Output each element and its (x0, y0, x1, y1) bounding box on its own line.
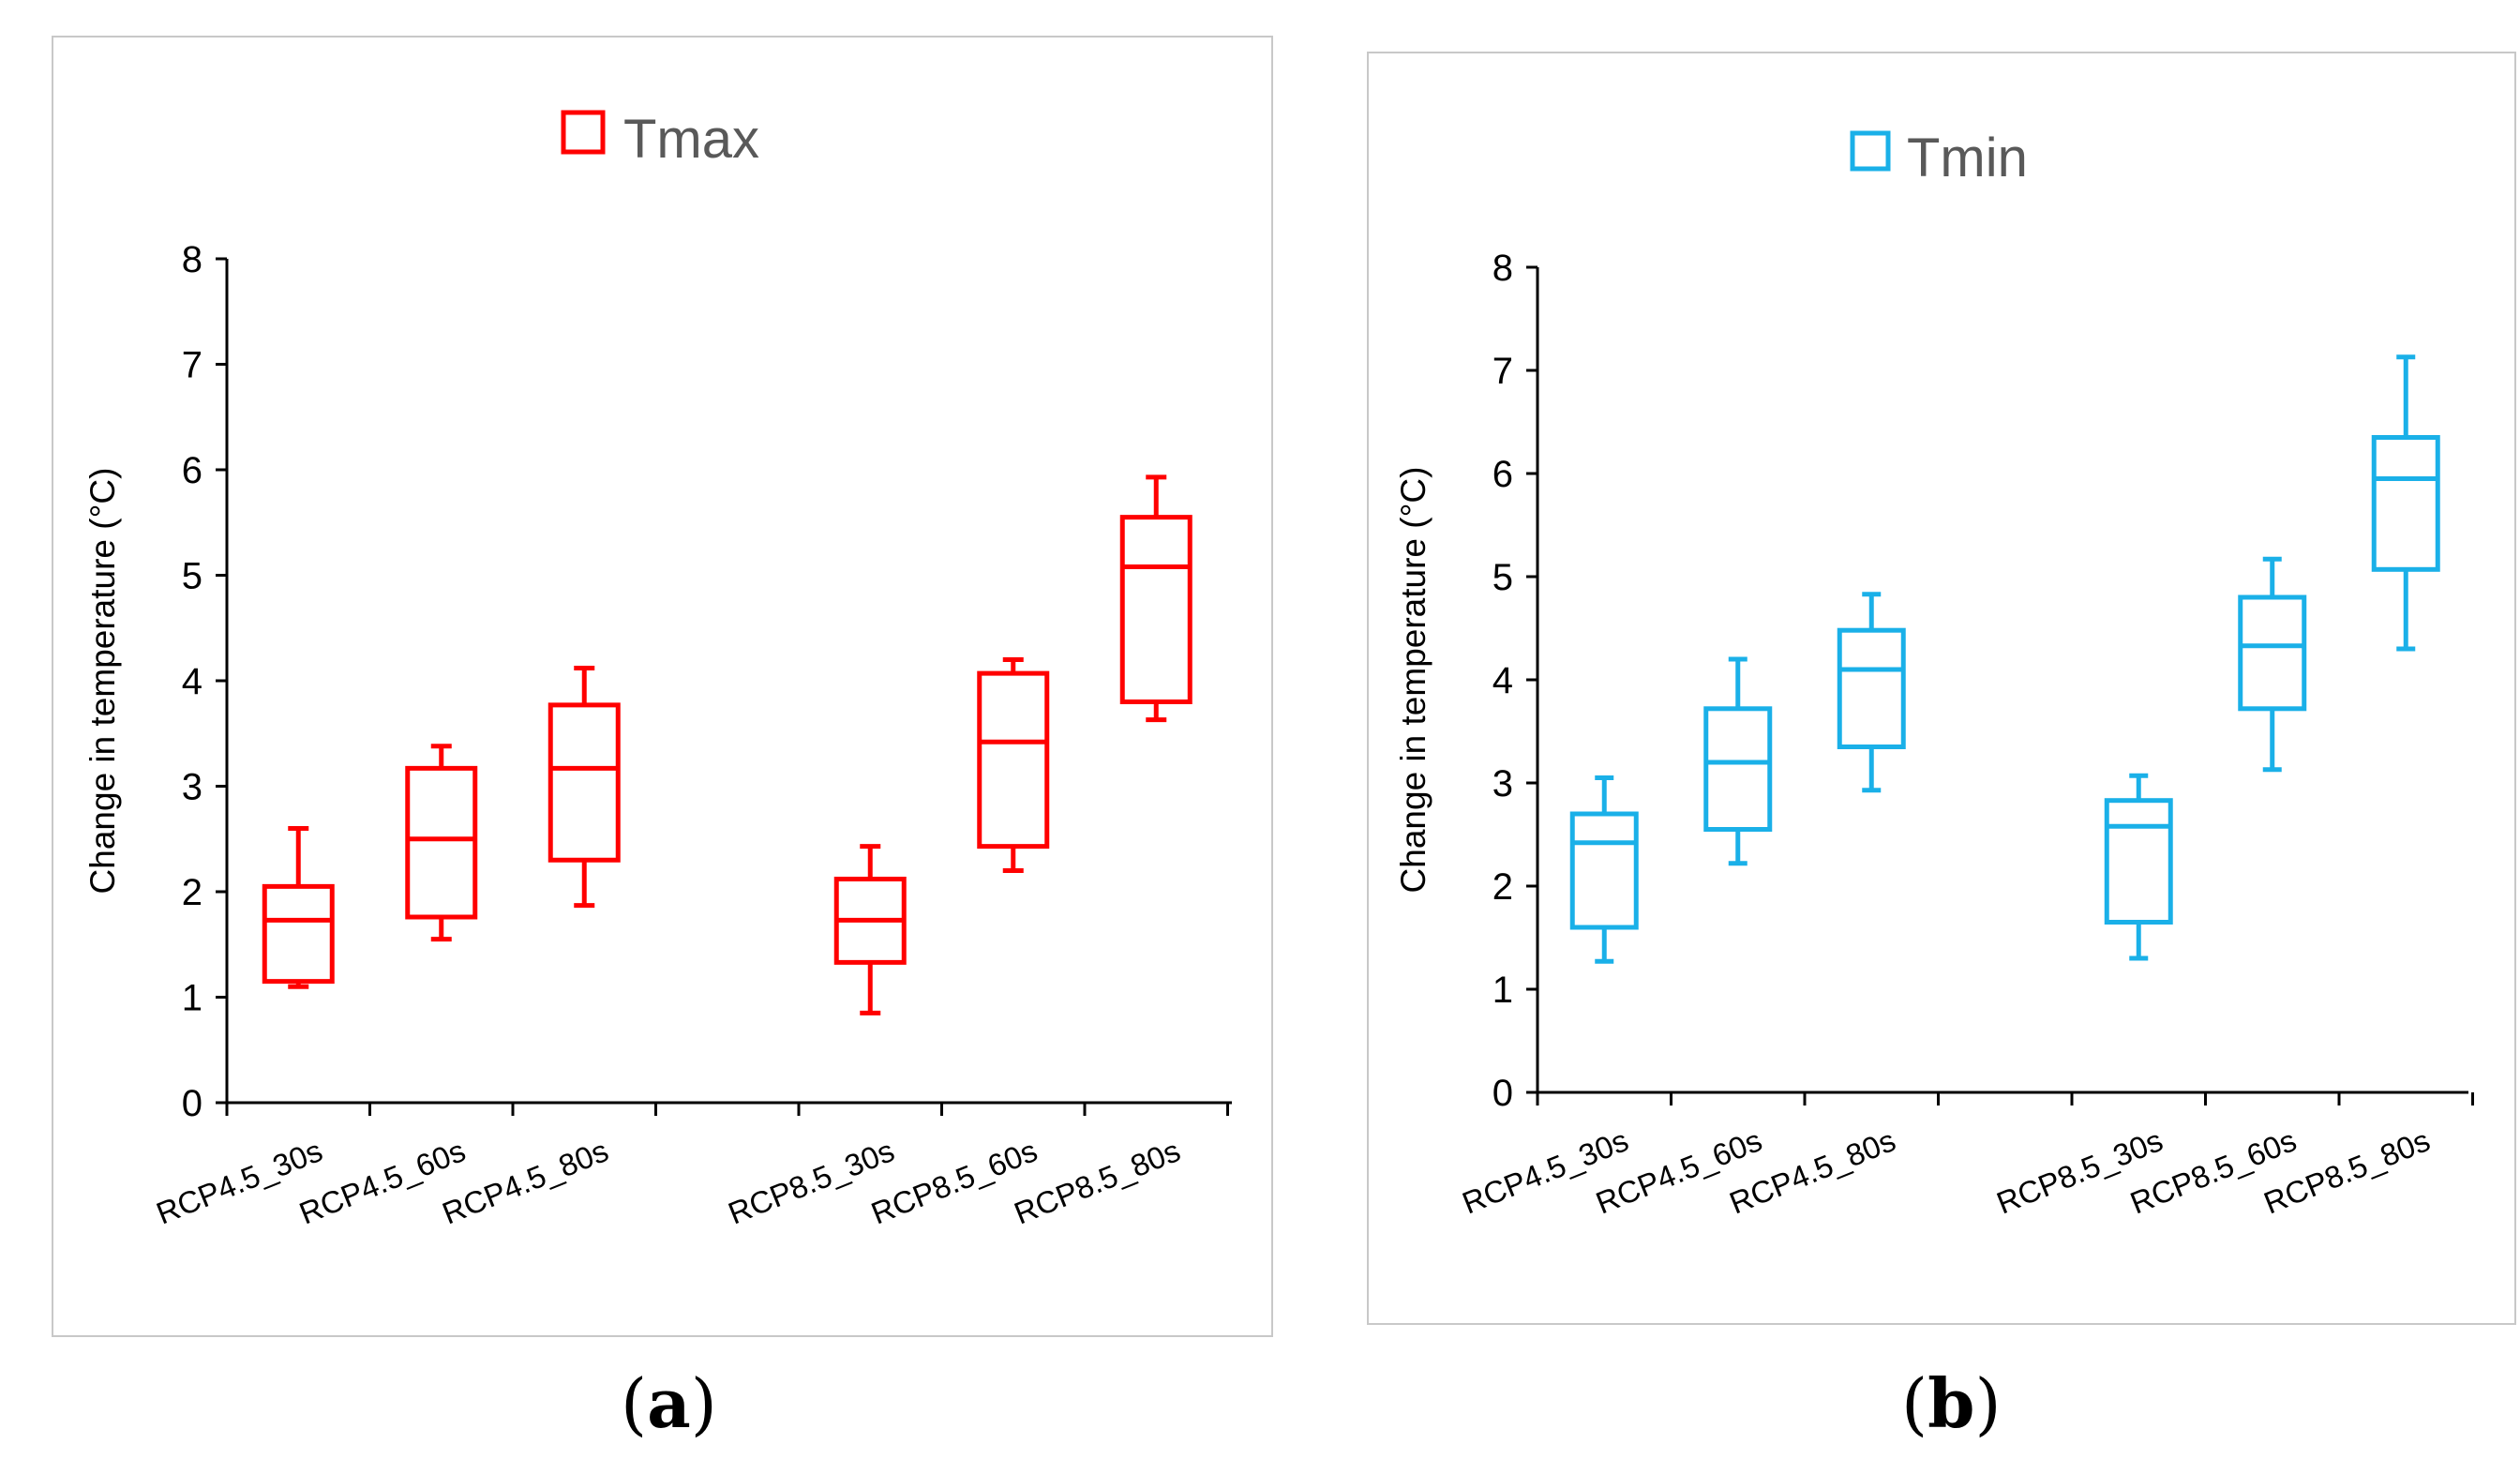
y-tick-label: 4 (182, 661, 202, 702)
y-axis-label: Change in temperature (°C) (1394, 467, 1432, 894)
y-tick-label: 0 (182, 1083, 202, 1124)
y-tick-label: 6 (182, 450, 202, 491)
x-tick-label: RCP4.5_80s (438, 1133, 613, 1230)
y-tick-label: 3 (182, 767, 202, 808)
y-tick-label: 6 (1492, 454, 1513, 495)
y-tick-label: 1 (1492, 970, 1513, 1011)
y-tick-label: 0 (1492, 1073, 1513, 1114)
chart-panel-b: Tmin 0 1 2 3 4 5 6 7 8 Change in temperature (°C) R… (1367, 52, 2516, 1325)
box-iqr (2104, 798, 2173, 925)
box-iqr (405, 765, 478, 920)
box-iqr (2238, 594, 2307, 712)
box-iqr (1119, 515, 1192, 704)
box-iqr (977, 670, 1050, 850)
legend-swatch-tmax (561, 110, 606, 155)
legend-label-tmin: Tmin (1907, 128, 2028, 188)
legend-swatch-tmin (1850, 130, 1891, 172)
y-tick-label: 8 (182, 239, 202, 280)
box-iqr (1569, 811, 1639, 930)
chart-panel-a: Tmax 0 1 2 3 4 5 6 7 8 Change in temperature (°C) R… (52, 36, 1273, 1337)
box-iqr (262, 883, 335, 985)
caption-b-letter: b (1928, 1363, 1975, 1443)
x-tick-label: RCP8.5_80s (1010, 1133, 1185, 1230)
y-tick-label: 7 (1492, 351, 1513, 392)
y-tick-label: 3 (1492, 763, 1513, 805)
caption-a: (a) (621, 1363, 717, 1443)
y-tick-label: 4 (1492, 660, 1513, 701)
caption-b: (b) (1901, 1363, 2002, 1443)
caption-a-letter: a (647, 1363, 691, 1443)
y-tick-label: 8 (1492, 248, 1513, 289)
boxplot-tmax: Tmax 0 1 2 3 4 5 6 7 8 Change in temperature (°C) R… (83, 109, 1232, 1231)
y-axis-label: Change in temperature (°C) (83, 468, 122, 895)
y-tick-label: 2 (182, 872, 202, 913)
y-tick-label: 1 (182, 978, 202, 1019)
box-iqr (1703, 706, 1773, 832)
y-tick-label: 7 (182, 345, 202, 386)
box-iqr (548, 702, 621, 863)
y-tick-label: 5 (1492, 557, 1513, 598)
y-tick-label: 2 (1492, 866, 1513, 908)
y-tick-label: 5 (182, 556, 202, 597)
box-iqr (2371, 435, 2440, 572)
legend-label-tmax: Tmax (623, 109, 759, 170)
box-iqr (1837, 627, 1906, 750)
